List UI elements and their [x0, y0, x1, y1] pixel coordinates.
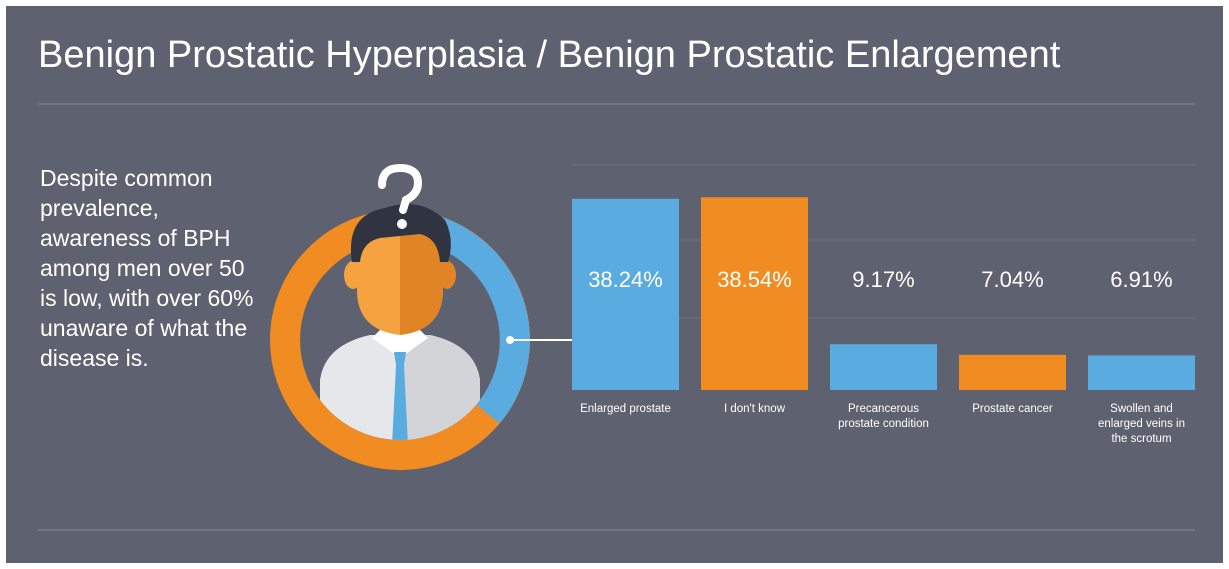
value-label: 38.24% — [588, 267, 663, 292]
category-label: I don't know — [705, 402, 805, 417]
category-label: Precancerous prostate condition — [834, 402, 934, 432]
infographic: 38.24% 38.54% 9.17% 7.04% 6.91% Benign Prost… — [0, 0, 1229, 569]
bar — [830, 344, 937, 390]
bar — [701, 197, 808, 390]
value-label: 6.91% — [1110, 267, 1172, 292]
category-label: Enlarged prostate — [576, 402, 676, 417]
value-label: 38.54% — [717, 267, 792, 292]
description: Despite common prevalence, awareness of … — [40, 163, 262, 373]
bar — [572, 199, 679, 390]
bar — [1088, 355, 1195, 390]
category-label: Swollen and enlarged veins in the scrotu… — [1092, 402, 1192, 447]
category-label: Prostate cancer — [963, 402, 1063, 417]
value-label: 9.17% — [852, 267, 914, 292]
bar — [959, 355, 1066, 390]
title: Benign Prostatic Hyperplasia / Benign Pr… — [38, 34, 1060, 77]
value-label: 7.04% — [981, 267, 1043, 292]
